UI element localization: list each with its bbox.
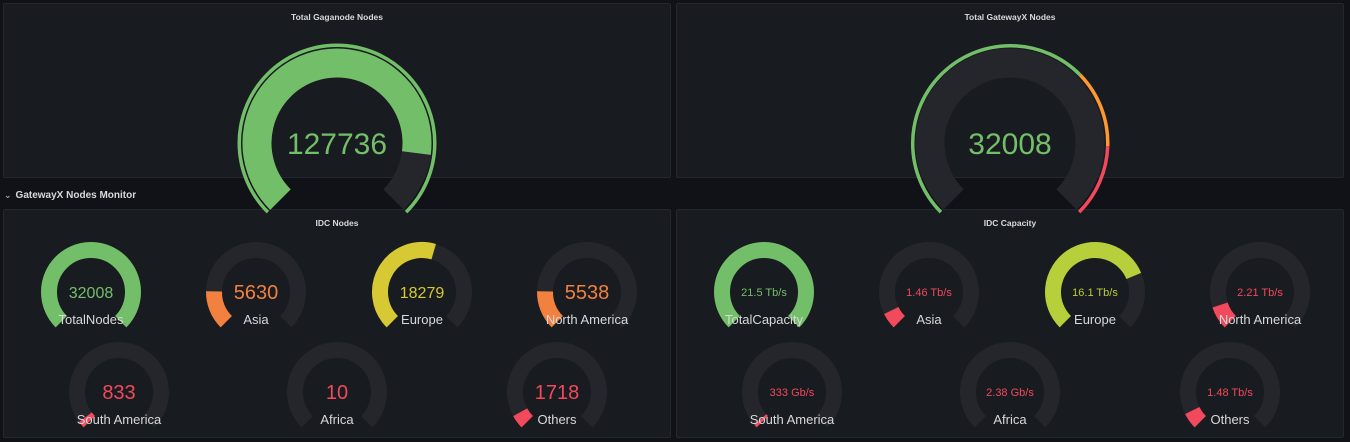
panel-title: IDC Nodes (315, 218, 359, 228)
gauge-fill (79, 412, 96, 428)
gauge-label: Africa (320, 412, 354, 427)
gauge-label: South America (750, 412, 835, 427)
panel-idc-capacity[interactable]: IDC Capacity (676, 209, 1344, 438)
gauge-track (960, 342, 1060, 428)
gauge-value: 1.48 Tb/s (1207, 387, 1253, 399)
gauge-total-gatewayx-nodes: 32008 (911, 44, 1110, 214)
gauge-idc-capacity-totalcapacity: 21.5 Tb/s TotalCapacity (714, 242, 814, 328)
gauge-fill (537, 291, 564, 328)
gauge-value: 32008 (968, 128, 1051, 161)
gauge-fill (1045, 242, 1142, 328)
panel-title: Total GatewayX Nodes (964, 12, 1056, 22)
gauge-track (69, 342, 169, 428)
gauge-idc-nodes-south-america: 833 South America (69, 342, 169, 428)
gauge-idc-capacity-africa: 2.38 Gb/s Africa (960, 342, 1060, 428)
gauge-value: 833 (102, 382, 135, 404)
gauge-label: Asia (916, 312, 942, 327)
gauge-label: TotalNodes (58, 312, 124, 327)
gauge-idc-nodes-africa: 10 Africa (287, 342, 387, 428)
gauge-idc-capacity-asia: 1.46 Tb/s Asia (879, 242, 979, 328)
threshold-band (1078, 73, 1110, 147)
gauge-track (287, 342, 387, 428)
gauge-value: 5630 (234, 282, 279, 304)
panel-total-gatewayx-nodes[interactable]: Total GatewayX Nodes (676, 3, 1344, 178)
threshold-band (237, 43, 437, 214)
threshold-band (1077, 146, 1110, 214)
gauge-value: 18279 (400, 285, 445, 302)
gauge-fill (1212, 302, 1237, 328)
gauge-fill (884, 306, 906, 328)
gauge-label: Asia (243, 312, 269, 327)
gauge-idc-capacity-north-america: 2.21 Tb/s North America (1210, 242, 1310, 328)
gauge-fill (714, 242, 814, 328)
gauge-fill (372, 242, 436, 328)
row-title: GatewayX Nodes Monitor (15, 189, 137, 201)
gauge-idc-capacity-south-america: 333 Gb/s South America (742, 342, 842, 428)
gauge-label: North America (546, 312, 629, 327)
gauge-value: 2.38 Gb/s (986, 387, 1034, 399)
gauge-value: 333 Gb/s (770, 387, 815, 399)
panel-title: Total Gaganode Nodes (291, 12, 383, 22)
gauge-idc-capacity-others: 1.48 Tb/s Others (1180, 342, 1280, 428)
gauge-fill (206, 291, 233, 328)
gauge-idc-capacity-europe: 16.1 Tb/s Europe (1045, 242, 1145, 328)
gauge-value: 5538 (565, 282, 610, 304)
gauge-fill (513, 408, 534, 428)
gauge-fill (242, 48, 432, 210)
gauge-track (1210, 242, 1310, 328)
gauge-idc-nodes-totalnodes: 32008 TotalNodes (41, 242, 141, 328)
gauge-label: Others (537, 412, 577, 427)
gauge-track (507, 342, 607, 428)
panel-total-gaganode-nodes[interactable]: Total Gaganode Nodes (3, 3, 671, 178)
gauge-value: 1718 (535, 382, 580, 404)
gauge-fill (754, 414, 769, 428)
gauge-label: Africa (993, 412, 1027, 427)
gauge-label: Others (1210, 412, 1250, 427)
gauge-fill (1185, 406, 1207, 428)
panel-title: IDC Capacity (983, 218, 1037, 228)
threshold-band (911, 44, 1082, 214)
gauge-label: Europe (401, 312, 443, 327)
gauge-total-gaganode-nodes: 127736 (237, 43, 437, 214)
gauge-fill (41, 242, 141, 328)
gauge-value: 10 (326, 382, 348, 404)
gauge-idc-nodes-north-america: 5538 North America (537, 242, 637, 328)
gauge-value: 1.46 Tb/s (906, 287, 952, 299)
gauge-value: 21.5 Tb/s (741, 287, 787, 299)
gauge-value: 16.1 Tb/s (1072, 287, 1118, 299)
gauge-label: South America (77, 412, 162, 427)
gauge-label: Europe (1074, 312, 1116, 327)
gauge-label: TotalCapacity (725, 312, 804, 327)
chevron-down-icon: ⌄ (4, 189, 12, 200)
gauge-idc-nodes-others: 1718 Others (507, 342, 607, 428)
row-header-gatewayx-nodes-monitor[interactable]: ⌄ GatewayX Nodes Monitor (4, 186, 136, 204)
gauge-idc-nodes-europe: 18279 Europe (372, 242, 472, 328)
gauge-value: 2.21 Tb/s (1237, 287, 1283, 299)
gauge-track (915, 48, 1105, 210)
gauge-track (742, 342, 842, 428)
gauge-label: North America (1219, 312, 1302, 327)
gauge-idc-nodes-asia: 5630 Asia (206, 242, 306, 328)
gauge-value: 32008 (69, 285, 114, 302)
panel-idc-nodes[interactable]: IDC Nodes (3, 209, 671, 438)
gauge-value: 127736 (287, 128, 387, 161)
gauge-track (879, 242, 979, 328)
gauge-track (1180, 342, 1280, 428)
